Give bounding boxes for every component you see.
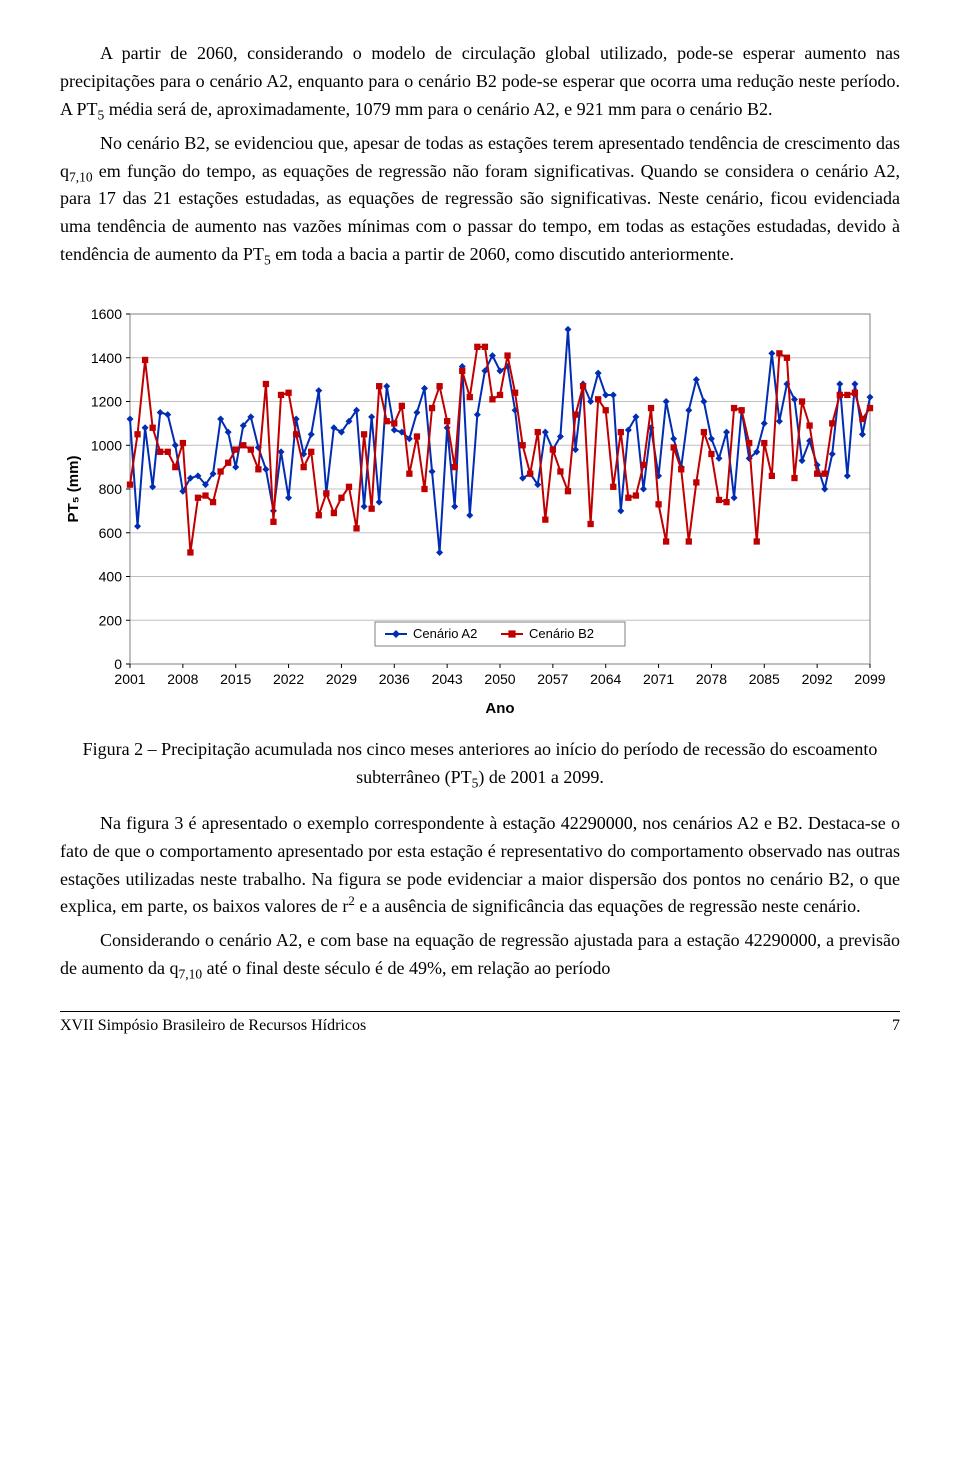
svg-text:2050: 2050 xyxy=(484,671,515,687)
svg-text:2036: 2036 xyxy=(379,671,410,687)
svg-text:2085: 2085 xyxy=(749,671,780,687)
text: média será de, aproximadamente, 1079 mm … xyxy=(104,99,772,119)
paragraph-3: Na figura 3 é apresentado o exemplo corr… xyxy=(60,810,900,922)
text: ) de 2001 a 2099. xyxy=(478,767,603,787)
svg-text:Cenário B2: Cenário B2 xyxy=(529,626,594,641)
svg-text:400: 400 xyxy=(99,569,123,585)
svg-text:2078: 2078 xyxy=(696,671,727,687)
svg-text:0: 0 xyxy=(114,656,122,672)
footer-title: XVII Simpósio Brasileiro de Recursos Híd… xyxy=(60,1014,366,1039)
svg-text:2029: 2029 xyxy=(326,671,357,687)
page-footer: XVII Simpósio Brasileiro de Recursos Híd… xyxy=(60,1014,900,1039)
footer-separator xyxy=(60,1011,900,1012)
svg-text:200: 200 xyxy=(99,612,123,628)
svg-text:PT₅ (mm): PT₅ (mm) xyxy=(65,456,82,523)
text: e a ausência de significância das equaçõ… xyxy=(355,896,861,916)
figure-2-chart: 0 200 400 600 800 1000 1200 1400 1600 2001 2008 201… xyxy=(60,299,900,728)
paragraph-4: Considerando o cenário A2, e com base na… xyxy=(60,927,900,983)
paragraph-1: A partir de 2060, considerando o modelo … xyxy=(60,40,900,124)
svg-text:2001: 2001 xyxy=(114,671,145,687)
svg-text:2022: 2022 xyxy=(273,671,304,687)
svg-text:2064: 2064 xyxy=(590,671,621,687)
paragraph-2: No cenário B2, se evidenciou que, apesar… xyxy=(60,130,900,269)
svg-text:2015: 2015 xyxy=(220,671,251,687)
subscript: 7,10 xyxy=(69,169,93,184)
subscript: 5 xyxy=(264,253,271,268)
svg-text:800: 800 xyxy=(99,481,123,497)
svg-text:1000: 1000 xyxy=(91,437,122,453)
svg-text:1600: 1600 xyxy=(91,306,122,322)
svg-text:Ano: Ano xyxy=(485,700,514,717)
text: até o final deste século é de 49%, em re… xyxy=(202,958,610,978)
svg-text:2057: 2057 xyxy=(537,671,568,687)
svg-text:600: 600 xyxy=(99,525,123,541)
svg-text:2099: 2099 xyxy=(854,671,885,687)
svg-text:Cenário A2: Cenário A2 xyxy=(413,626,477,641)
svg-text:1400: 1400 xyxy=(91,350,122,366)
svg-text:2008: 2008 xyxy=(167,671,198,687)
svg-text:1200: 1200 xyxy=(91,394,122,410)
text: em toda a bacia a partir de 2060, como d… xyxy=(271,244,734,264)
svg-text:2092: 2092 xyxy=(802,671,833,687)
page-number: 7 xyxy=(892,1014,900,1039)
svg-text:2071: 2071 xyxy=(643,671,674,687)
figure-2-caption: Figura 2 – Precipitação acumulada nos ci… xyxy=(60,736,900,792)
svg-text:2043: 2043 xyxy=(432,671,463,687)
subscript: 7,10 xyxy=(178,967,202,982)
